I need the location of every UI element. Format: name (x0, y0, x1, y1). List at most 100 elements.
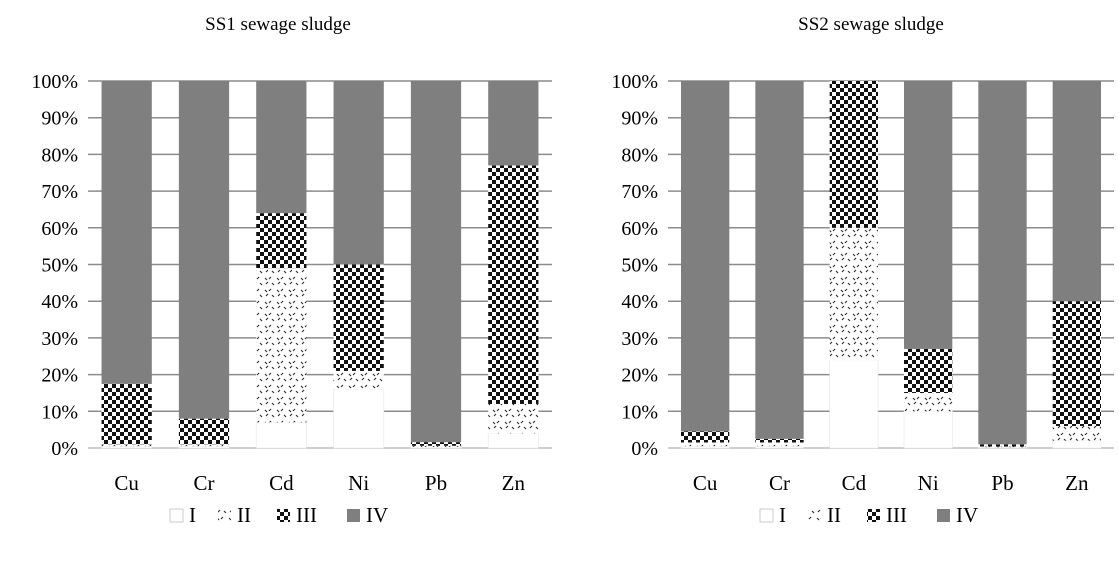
y-tick-label: 50% (621, 255, 658, 277)
y-tick-label: 60% (41, 218, 78, 240)
bar-segment-I-Zn (487, 433, 539, 449)
x-tick-label: Ni (348, 471, 369, 495)
bar-segment-II-Cd (829, 227, 878, 360)
y-tick-label: 40% (621, 291, 658, 313)
bar-segment-IV-Cd (256, 81, 307, 214)
bar-segment-I-Cr (178, 445, 230, 449)
bar-segment-I-Cu (680, 445, 730, 449)
bar-segment-III-Pb (410, 442, 462, 446)
x-tick-label: Cd (842, 471, 867, 495)
bar-segment-II-Zn (488, 403, 539, 434)
legend-label: III (886, 503, 907, 527)
bar-segment-II-Ni (904, 392, 953, 412)
x-tick-label: Cr (769, 471, 790, 495)
bar-segment-II-Zn (1052, 425, 1101, 441)
chart-title: SS1 sewage sludge (205, 14, 351, 35)
plot-area: 0% 10% 20% 30% 40% 50% 60% 70% 80% 90% 100% Cu Cr Cd N… (31, 71, 552, 495)
bar-segment-I-Cd (255, 422, 307, 449)
bar-segment-I-Ni (903, 410, 953, 449)
bar-segment-II-Cd (256, 268, 307, 423)
bar-segment-I-Zn (1052, 440, 1102, 449)
y-tick-label: 80% (621, 144, 658, 166)
bar-segment-IV-Cu (681, 81, 730, 432)
y-tick-label: 0% (631, 438, 658, 460)
x-tick-label: Zn (1065, 471, 1089, 495)
legend-swatch-III (867, 509, 880, 522)
bar-segment-II-Pb (978, 446, 1027, 448)
y-tick-label: 30% (621, 328, 658, 350)
y-tick-label: 80% (41, 144, 78, 166)
bar-segment-I-Pb (410, 446, 462, 449)
bar-segment-III-Ni (333, 264, 384, 371)
y-tick-label: 100% (611, 71, 658, 93)
x-tick-label: Ni (918, 471, 939, 495)
x-tick-label: Cu (693, 471, 718, 495)
y-tick-label: 50% (41, 255, 78, 277)
bar-segment-II-Cu (101, 444, 152, 447)
bar-segment-II-Pb (410, 445, 462, 447)
bar-segment-I-Pb (978, 446, 1027, 449)
chart-ss2: SS2 sewage sludge 0% 10% 20% 30% 40% 50% 60% 70… (611, 14, 1114, 527)
bar-segment-III-Cu (681, 431, 730, 443)
x-tick-label: Pb (991, 471, 1013, 495)
bar-segment-II-Cr (178, 444, 230, 447)
legend-label: II (237, 503, 251, 527)
bar-segment-IV-Pb (978, 81, 1027, 445)
y-tick-label: 60% (621, 218, 658, 240)
y-tick-label: 10% (621, 401, 658, 423)
legend-swatch-II (808, 509, 821, 522)
legend-swatch-I (759, 508, 774, 523)
y-tick-label: 20% (41, 365, 78, 387)
y-tick-label: 90% (41, 108, 78, 130)
bar-segment-II-Ni (333, 370, 384, 390)
legend-swatch-IV (937, 509, 950, 522)
bar-segment-IV-Cr (755, 81, 804, 439)
bar-segment-III-Cd (829, 81, 878, 228)
x-tick-label: Cd (269, 471, 294, 495)
legend-swatch-II (218, 509, 231, 522)
bar-segment-III-Cr (178, 418, 230, 445)
chart-ss1: SS1 sewage sludge 0% 10% 20% 30% 40% 50% 60% 70… (31, 14, 552, 527)
x-tick-label: Cu (114, 471, 139, 495)
legend: I II III IV (759, 503, 978, 527)
bar-segment-III-Zn (1052, 301, 1101, 426)
bar-segment-I-Cd (829, 359, 879, 449)
bar-segment-IV-Cr (178, 81, 230, 419)
y-tick-label: 70% (621, 181, 658, 203)
y-tick-label: 0% (51, 438, 78, 460)
bar-segment-I-Cu (101, 445, 153, 449)
legend-swatch-III (277, 509, 290, 522)
x-tick-label: Pb (425, 471, 447, 495)
bar-segment-IV-Cu (101, 81, 152, 384)
plot-area: 0% 10% 20% 30% 40% 50% 60% 70% 80% 90% 100% Cu Cr Cd N… (611, 71, 1114, 495)
y-tick-label: 30% (41, 328, 78, 350)
bar-segment-IV-Zn (1052, 81, 1101, 302)
y-tick-label: 20% (621, 365, 658, 387)
y-tick-label: 10% (41, 401, 78, 423)
chart-title: SS2 sewage sludge (798, 14, 944, 35)
y-tick-label: 90% (621, 108, 658, 130)
legend-label: II (827, 503, 841, 527)
bar-segment-II-Cu (681, 442, 730, 447)
y-tick-label: 40% (41, 291, 78, 313)
legend-label: IV (366, 503, 388, 527)
bar-segment-III-Ni (904, 348, 953, 393)
x-tick-label: Cr (194, 471, 215, 495)
legend-label: I (189, 503, 196, 527)
legend-swatch-I (169, 508, 184, 523)
bar-segment-I-Cr (755, 445, 804, 449)
bar-segment-IV-Ni (333, 81, 384, 265)
x-tick-label: Zn (502, 471, 526, 495)
bar-segment-II-Cr (755, 442, 804, 447)
bar-segment-IV-Pb (410, 81, 462, 443)
legend-label: III (296, 503, 317, 527)
bar-segment-I-Ni (333, 388, 385, 449)
bar-segment-IV-Zn (488, 81, 539, 166)
legend-label: I (779, 503, 786, 527)
bar-segment-III-Pb (978, 444, 1027, 447)
legend-label: IV (956, 503, 978, 527)
bar-segment-III-Cr (755, 438, 804, 443)
bar-segment-III-Cd (256, 213, 307, 269)
